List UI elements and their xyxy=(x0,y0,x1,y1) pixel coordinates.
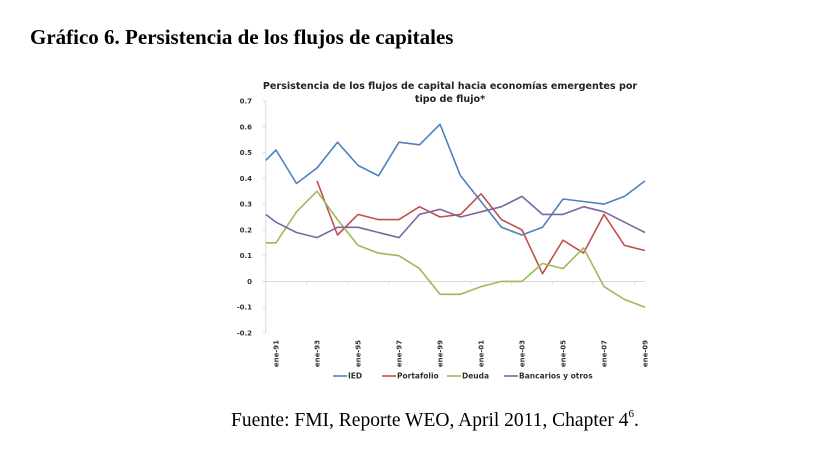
x-tick-label: ene-99 xyxy=(437,340,445,367)
x-tick-label: ene-97 xyxy=(396,340,404,367)
source-note: Fuente: FMI, Reporte WEO, April 2011, Ch… xyxy=(231,407,639,432)
y-tick-label: 0.3 xyxy=(240,201,253,209)
figure-title: Gráfico 6. Persistencia de los flujos de… xyxy=(30,25,454,49)
y-tick-label: -0.2 xyxy=(237,330,252,338)
axes: 0.7 0.6 0.5 0.4 0.3 0.2 0.1 0 -0.1 -0.2 ene-91 ene-… xyxy=(237,98,650,368)
chart-title-line1: Persistencia de los flujos de capital ha… xyxy=(263,80,638,92)
x-tick-label: ene-03 xyxy=(519,340,527,367)
legend-label: Portafolio xyxy=(397,372,439,381)
x-tick-label: ene-01 xyxy=(478,340,486,367)
series-line-ied xyxy=(265,123,646,236)
legend-label: Deuda xyxy=(462,372,489,381)
x-tick-label: ene-09 xyxy=(642,340,650,367)
y-tick-label: -0.1 xyxy=(237,304,252,312)
series-line-bancarios-y-otros xyxy=(265,195,646,239)
x-tick-label: ene-05 xyxy=(560,340,568,367)
y-tick-label: 0.2 xyxy=(240,226,253,234)
y-tick-label: 0.5 xyxy=(240,149,253,157)
y-tick-label: 0.4 xyxy=(240,175,253,183)
series-line-portafolio xyxy=(316,180,646,275)
y-tick-label: 0.7 xyxy=(240,98,253,106)
x-tick-label: ene-95 xyxy=(355,340,363,367)
series-line-deuda xyxy=(265,190,646,308)
legend-label: Bancarios y otros xyxy=(519,372,593,381)
legend-label: IED xyxy=(348,372,362,381)
legend: IED Portafolio Deuda Bancarios y otros xyxy=(333,372,593,381)
series-lines xyxy=(265,123,646,308)
y-tick-label: 0.6 xyxy=(240,123,253,131)
y-tick-label: 0.1 xyxy=(240,252,253,260)
source-end: . xyxy=(634,410,639,431)
x-tick-label: ene-07 xyxy=(601,340,609,367)
chart-title-line2: tipo de flujo* xyxy=(415,94,485,105)
source-text: Fuente: FMI, Reporte WEO, April 2011, Ch… xyxy=(231,410,629,431)
x-tick-label: ene-91 xyxy=(273,340,281,367)
x-tick-label: ene-93 xyxy=(314,340,322,367)
y-tick-label: 0 xyxy=(247,278,252,286)
footnote-mark: 6 xyxy=(628,407,635,420)
